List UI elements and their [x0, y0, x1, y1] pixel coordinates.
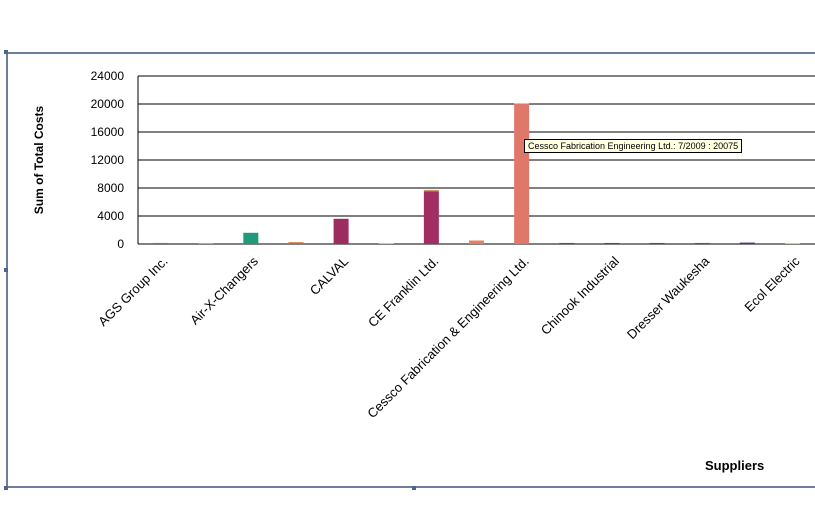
bar [469, 240, 484, 244]
bar [694, 242, 710, 244]
bar [333, 218, 349, 244]
bar [559, 242, 575, 244]
y-axis-title: Sum of Total Costs [32, 105, 46, 215]
resize-handle-bottom-left[interactable] [4, 486, 8, 490]
data-tooltip: Cessco Fabrication Engineering Ltd.: 7/2… [524, 139, 743, 153]
bar [514, 103, 530, 244]
x-tick-label: Dresser Waukesha [624, 253, 713, 342]
y-tick-label: 16000 [91, 125, 125, 139]
resize-handle-top-left[interactable] [4, 50, 8, 54]
bar [784, 242, 800, 244]
bar [198, 242, 214, 244]
bar [288, 242, 304, 244]
bar [378, 242, 394, 244]
y-tick-label: 24000 [91, 69, 125, 83]
y-tick-label: 20000 [91, 97, 125, 111]
resize-handle-left-middle[interactable] [4, 268, 8, 272]
bar-segment [423, 190, 439, 192]
bar [423, 191, 439, 244]
x-tick-label: CALVAL [307, 254, 352, 299]
x-tick-label: Ecol Electric [741, 253, 803, 315]
y-tick-label: 12000 [91, 153, 125, 167]
y-tick-label: 4000 [97, 209, 124, 223]
x-tick-label: AGS Group Inc. [95, 254, 170, 329]
bar [153, 242, 169, 244]
x-tick-label: Chinook Industrial [538, 253, 622, 337]
x-tick-label: CE Franklin Ltd. [365, 254, 442, 331]
y-tick-label: 0 [117, 237, 124, 251]
resize-handle-bottom-middle[interactable] [412, 486, 416, 490]
bar [649, 242, 665, 244]
y-tick-label: 8000 [97, 181, 124, 195]
bar [739, 242, 755, 244]
bar [604, 242, 620, 244]
x-tick-label: Air-X-Changers [187, 253, 261, 327]
bar [243, 232, 259, 244]
x-tick-label: Cessco Fabrication & Engineering Ltd. [364, 254, 531, 421]
x-axis-title: Suppliers [705, 458, 765, 473]
